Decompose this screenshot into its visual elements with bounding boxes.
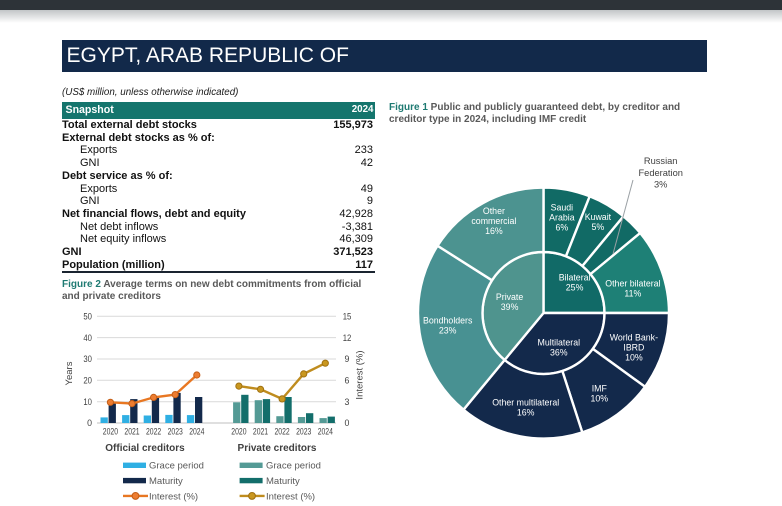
- svg-text:Grace period: Grace period: [149, 461, 204, 472]
- svg-text:2024: 2024: [318, 427, 333, 437]
- svg-text:2020: 2020: [103, 427, 118, 437]
- svg-text:2021: 2021: [253, 427, 268, 437]
- svg-text:2022: 2022: [275, 427, 290, 437]
- svg-text:2023: 2023: [296, 427, 311, 437]
- svg-text:0: 0: [87, 418, 92, 428]
- svg-text:6: 6: [345, 376, 350, 386]
- svg-text:12: 12: [343, 333, 352, 343]
- svg-text:2024: 2024: [189, 427, 204, 437]
- svg-text:Interest (%): Interest (%): [355, 350, 366, 399]
- svg-text:10: 10: [83, 397, 92, 407]
- svg-text:Maturity: Maturity: [149, 476, 183, 487]
- svg-text:2020: 2020: [231, 427, 246, 437]
- svg-text:20: 20: [83, 376, 92, 386]
- svg-text:2023: 2023: [168, 427, 183, 437]
- svg-text:50: 50: [83, 312, 92, 322]
- svg-text:Years: Years: [64, 361, 75, 385]
- svg-text:30: 30: [83, 354, 92, 364]
- svg-text:0: 0: [345, 418, 350, 428]
- svg-text:Grace period: Grace period: [266, 461, 321, 472]
- svg-text:3: 3: [345, 397, 350, 407]
- svg-text:Interest (%): Interest (%): [149, 491, 198, 502]
- svg-text:40: 40: [83, 333, 92, 343]
- svg-text:15: 15: [343, 312, 352, 322]
- svg-text:2022: 2022: [146, 427, 161, 437]
- svg-text:Interest (%): Interest (%): [266, 491, 315, 502]
- svg-text:2021: 2021: [124, 427, 139, 437]
- svg-text:9: 9: [345, 354, 350, 364]
- svg-text:Maturity: Maturity: [266, 476, 300, 487]
